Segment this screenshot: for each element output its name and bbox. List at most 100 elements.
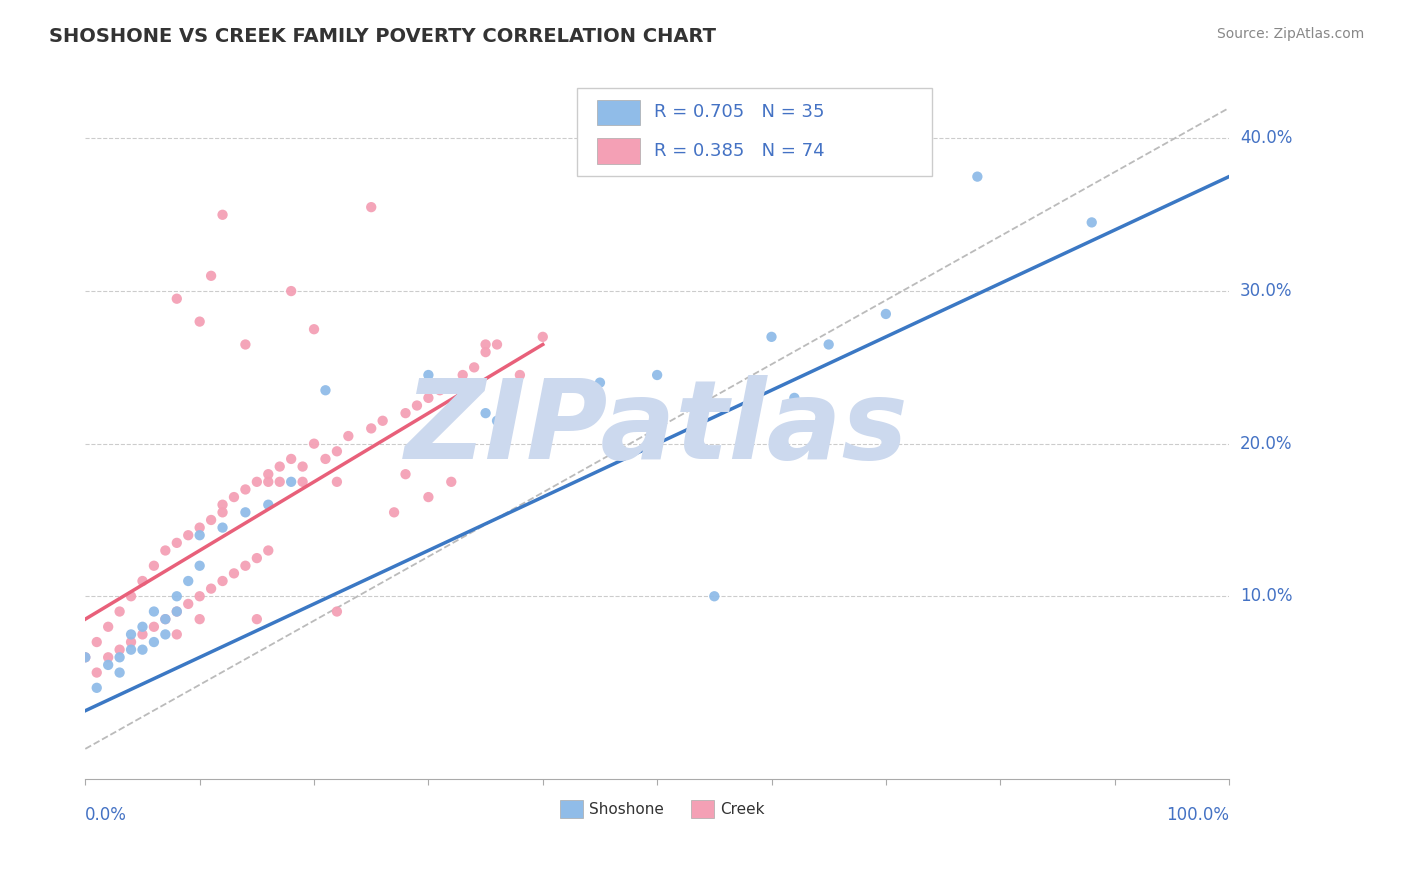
Point (86, 681, 108, 695)
Point (155, 612, 177, 626)
Point (211, 520, 233, 534)
Point (360, 421, 382, 435)
Point (166, 292, 188, 306)
Point (108, 642, 131, 657)
Point (188, 612, 211, 626)
Text: Creek: Creek (720, 802, 765, 817)
Point (302, 436, 325, 450)
Point (86, 635, 108, 649)
Point (166, 589, 188, 603)
Text: 0.0%: 0.0% (86, 806, 127, 824)
Point (485, 337, 508, 351)
FancyBboxPatch shape (560, 800, 583, 818)
Point (418, 490, 440, 504)
Point (280, 451, 302, 466)
Point (75, 650, 97, 665)
Text: 20.0%: 20.0% (1240, 434, 1292, 452)
Point (440, 475, 463, 489)
Point (120, 627, 142, 641)
Point (257, 498, 280, 512)
Point (86, 665, 108, 680)
Point (177, 574, 200, 588)
Point (131, 574, 153, 588)
Point (155, 627, 177, 641)
Point (166, 605, 188, 619)
Point (97, 620, 120, 634)
Point (155, 543, 177, 558)
Point (1080, 215, 1102, 229)
Point (131, 642, 153, 657)
Point (291, 475, 314, 489)
Point (257, 475, 280, 489)
Point (188, 528, 211, 542)
Point (589, 376, 612, 390)
Text: Shoshone: Shoshone (589, 802, 664, 817)
Point (108, 650, 131, 665)
Point (761, 330, 783, 344)
Point (326, 444, 349, 458)
Point (142, 620, 165, 634)
Point (360, 200, 382, 214)
Text: 10.0%: 10.0% (1240, 587, 1292, 606)
Point (188, 315, 211, 329)
Point (108, 665, 131, 680)
Point (177, 597, 200, 611)
Point (429, 384, 451, 398)
Text: 30.0%: 30.0% (1240, 282, 1292, 300)
Text: SHOSHONE VS CREEK FAMILY POVERTY CORRELATION CHART: SHOSHONE VS CREEK FAMILY POVERTY CORRELA… (49, 27, 716, 45)
Point (474, 337, 496, 351)
Point (451, 368, 474, 382)
Text: R = 0.705   N = 35: R = 0.705 N = 35 (654, 103, 824, 121)
Point (177, 528, 200, 542)
Point (200, 582, 222, 596)
Point (314, 384, 336, 398)
Point (200, 268, 222, 283)
FancyBboxPatch shape (576, 88, 932, 176)
Point (326, 605, 349, 619)
Text: 100.0%: 100.0% (1166, 806, 1229, 824)
Point (142, 558, 165, 573)
FancyBboxPatch shape (692, 800, 714, 818)
Point (291, 459, 314, 474)
Point (418, 391, 440, 405)
Point (166, 605, 188, 619)
Point (120, 635, 142, 649)
Point (211, 208, 233, 222)
Point (222, 566, 245, 581)
Point (235, 558, 257, 573)
Point (875, 307, 897, 321)
Point (509, 368, 531, 382)
Point (246, 551, 269, 566)
FancyBboxPatch shape (596, 138, 640, 164)
Point (257, 467, 280, 482)
FancyBboxPatch shape (596, 100, 640, 126)
Point (75, 650, 97, 665)
Point (269, 475, 291, 489)
Point (166, 627, 188, 641)
Point (394, 406, 416, 420)
Text: Source: ZipAtlas.com: Source: ZipAtlas.com (1216, 27, 1364, 41)
Point (474, 345, 496, 359)
Point (314, 451, 336, 466)
Text: R = 0.385   N = 74: R = 0.385 N = 74 (654, 142, 824, 161)
Point (280, 284, 302, 298)
Point (418, 368, 440, 382)
Point (155, 612, 177, 626)
Point (817, 337, 839, 351)
Point (257, 543, 280, 558)
Point (131, 620, 153, 634)
Point (703, 589, 725, 603)
Point (166, 536, 188, 550)
Point (222, 490, 245, 504)
Point (211, 498, 233, 512)
Point (188, 520, 211, 534)
Point (97, 650, 120, 665)
Point (246, 612, 269, 626)
Point (235, 337, 257, 351)
Point (783, 391, 806, 405)
Point (97, 657, 120, 672)
Point (269, 459, 291, 474)
Point (966, 169, 988, 184)
Point (188, 589, 211, 603)
Point (235, 483, 257, 497)
